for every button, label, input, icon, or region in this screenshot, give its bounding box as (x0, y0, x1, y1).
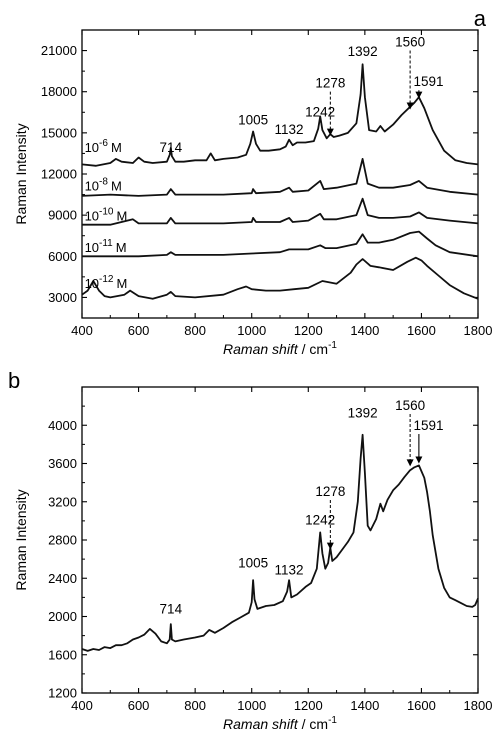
panel-letter: b (8, 368, 20, 393)
peak-label: 1278 (315, 76, 345, 91)
concentration-exponent: -8 (99, 176, 108, 187)
y-tick-label: 3200 (48, 494, 77, 509)
concentration-unit: M (111, 140, 122, 155)
peak-arrowhead (406, 459, 414, 467)
concentration-exponent: -12 (99, 274, 114, 285)
x-tick-label: 1400 (350, 323, 379, 338)
x-tick-label: 1000 (237, 323, 266, 338)
peak-label: 1278 (315, 484, 345, 499)
concentration-exponent: -11 (99, 238, 113, 249)
y-tick-label: 3000 (48, 290, 77, 305)
series-line (82, 230, 479, 258)
peak-label: 1591 (413, 74, 443, 89)
x-tick-label: 1400 (350, 698, 379, 713)
peak-arrowhead (326, 128, 334, 136)
x-axis-label-main: Raman shift (223, 341, 299, 357)
y-tick-label: 3600 (48, 456, 77, 471)
x-tick-label: 1200 (294, 323, 323, 338)
x-axis-label-exp: -1 (328, 340, 337, 351)
y-tick-label: 18000 (41, 84, 77, 99)
peak-label: 1005 (238, 113, 268, 128)
y-tick-label: 2400 (48, 571, 77, 586)
series-line (81, 158, 479, 197)
panel-a: a 400 600 800 1000 1200 1400 1600 1800 3000 6000 90… (13, 6, 492, 357)
concentration-label: 10-10 M (85, 207, 128, 224)
x-tick-label: 1600 (407, 323, 436, 338)
concentration-label: 10-11 M (85, 238, 127, 255)
y-tick-label: 12000 (41, 167, 77, 182)
panel-letter: a (474, 6, 487, 31)
x-tick-label: 1800 (464, 323, 493, 338)
y-tick-label: 9000 (48, 208, 77, 223)
y-tick-label: 1200 (48, 686, 77, 701)
concentration-base: 10 (85, 276, 99, 291)
x-tick-label: 400 (71, 698, 93, 713)
peak-label: 1560 (395, 34, 425, 49)
peak-label: 714 (160, 140, 183, 155)
y-tick-label: 2000 (48, 609, 77, 624)
peak-label: 1005 (238, 556, 268, 571)
panel-b: b 400 600 800 1000 1200 1400 1600 1800 1200 1600 20… (8, 368, 492, 732)
peak-label: 1132 (275, 562, 304, 577)
concentration-exponent: -6 (99, 138, 108, 149)
y-tick-label: 4000 (48, 418, 77, 433)
x-tick-label: 800 (184, 698, 206, 713)
y-tick-label: 15000 (41, 125, 77, 140)
concentration-label: 10-12 M (85, 274, 128, 291)
x-axis-label-unit: / cm (298, 716, 328, 732)
series-line (82, 197, 479, 226)
concentration-base: 10 (85, 240, 99, 255)
concentration-base: 10 (85, 140, 99, 155)
series-line (81, 63, 479, 167)
x-tick-label: 1800 (464, 698, 493, 713)
x-axis-label: Raman shift / cm-1 (223, 340, 337, 357)
series-line (81, 433, 479, 652)
x-axis-label-main: Raman shift (223, 716, 299, 732)
y-tick-label: 1600 (48, 647, 77, 662)
x-tick-label: 400 (71, 323, 93, 338)
peak-label: 1560 (395, 398, 425, 413)
x-tick-label: 600 (128, 698, 150, 713)
concentration-base: 10 (85, 178, 99, 193)
peak-arrowhead (415, 456, 423, 464)
peak-label: 1132 (275, 122, 304, 137)
x-axis-label-exp: -1 (328, 715, 337, 726)
peak-label: 1242 (305, 104, 335, 119)
y-axis-label: Raman Intensity (13, 489, 29, 590)
x-axis-label: Raman shift / cm-1 (223, 715, 337, 732)
x-tick-label: 600 (128, 323, 150, 338)
y-axis-label: Raman Intensity (13, 123, 29, 224)
concentration-unit: M (116, 276, 127, 291)
concentration-exponent: -10 (99, 207, 114, 218)
concentration-label: 10-8 M (85, 176, 122, 193)
x-tick-label: 1000 (237, 698, 266, 713)
peak-arrowhead (415, 91, 423, 99)
x-tick-label: 1600 (407, 698, 436, 713)
peak-label: 1591 (413, 418, 443, 433)
concentration-label: 10-6 M (85, 138, 122, 155)
peak-label: 714 (160, 602, 183, 617)
peak-arrowhead (406, 102, 414, 110)
peak-label: 1242 (305, 513, 335, 528)
concentration-base: 10 (85, 209, 99, 224)
concentration-unit: M (111, 178, 122, 193)
y-tick-label: 2800 (48, 533, 77, 548)
series-line (81, 256, 479, 300)
concentration-unit: M (116, 209, 127, 224)
y-tick-label: 21000 (41, 43, 77, 58)
x-axis-label-unit: / cm (298, 341, 328, 357)
peak-arrowhead (326, 542, 334, 550)
peak-label: 1392 (348, 44, 378, 59)
plot-frame (81, 29, 479, 319)
x-tick-label: 800 (184, 323, 206, 338)
x-tick-label: 1200 (294, 698, 323, 713)
y-tick-label: 6000 (48, 249, 77, 264)
concentration-unit: M (116, 240, 127, 255)
peak-label: 1392 (348, 406, 378, 421)
